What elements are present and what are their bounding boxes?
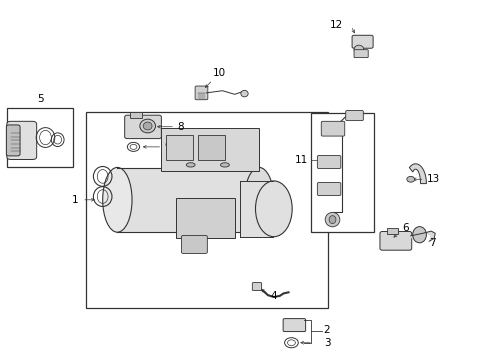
Ellipse shape [325,212,339,227]
Text: 4: 4 [270,291,277,301]
Ellipse shape [143,122,152,130]
Ellipse shape [220,163,229,167]
FancyBboxPatch shape [176,198,234,238]
Bar [386,228,397,234]
Ellipse shape [328,216,335,224]
Text: 11: 11 [294,155,307,165]
FancyBboxPatch shape [6,125,20,156]
Polygon shape [408,164,426,184]
Text: 3: 3 [323,338,330,348]
Ellipse shape [244,167,273,232]
Text: 10: 10 [212,68,225,78]
Bar [129,112,142,118]
Text: 8: 8 [177,122,184,132]
Bar [7,108,73,167]
PathPatch shape [117,168,259,232]
Text: 5: 5 [37,94,43,104]
FancyBboxPatch shape [161,128,259,171]
Bar [239,181,272,237]
FancyBboxPatch shape [181,235,207,253]
FancyBboxPatch shape [351,35,372,48]
Bar [166,135,193,160]
Ellipse shape [353,45,363,54]
Text: 12: 12 [329,20,343,30]
Ellipse shape [406,176,414,182]
FancyBboxPatch shape [321,121,344,136]
Text: 13: 13 [426,174,439,184]
FancyBboxPatch shape [379,231,411,250]
Text: 7: 7 [428,238,435,248]
Ellipse shape [186,163,195,167]
Text: 9: 9 [164,142,171,152]
FancyBboxPatch shape [317,156,340,168]
FancyBboxPatch shape [124,115,161,139]
Bar [85,112,327,308]
FancyBboxPatch shape [353,50,367,58]
Ellipse shape [240,90,247,97]
FancyBboxPatch shape [7,121,37,159]
FancyBboxPatch shape [283,319,305,332]
FancyBboxPatch shape [252,283,261,291]
Polygon shape [410,231,434,243]
Ellipse shape [140,119,155,133]
Text: 1: 1 [71,195,78,205]
FancyBboxPatch shape [317,183,340,195]
Ellipse shape [255,181,292,237]
Text: 6: 6 [401,222,408,233]
FancyBboxPatch shape [345,111,363,121]
Bar [310,113,373,232]
Ellipse shape [102,167,132,232]
Ellipse shape [412,227,426,243]
Bar [198,135,224,160]
Text: 2: 2 [323,325,330,336]
FancyBboxPatch shape [195,86,207,100]
